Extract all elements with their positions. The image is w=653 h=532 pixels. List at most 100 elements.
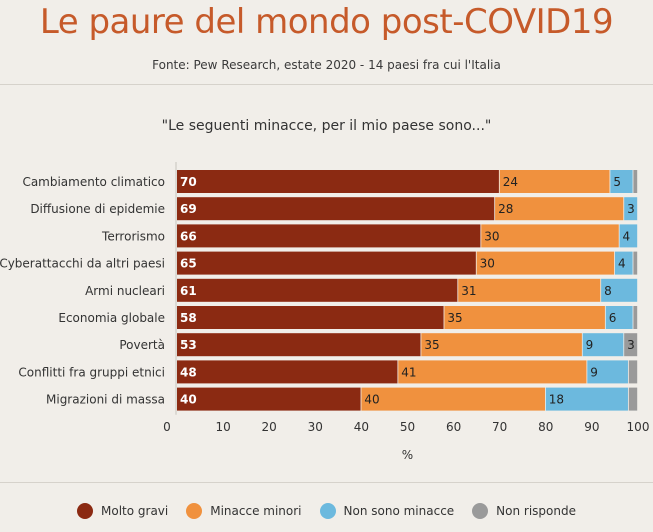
data-label: 9 (590, 365, 598, 379)
chart-title: Le paure del mondo post-COVID19 (39, 2, 614, 42)
data-label: 3 (627, 202, 635, 216)
bar-segment (587, 360, 628, 384)
bar-segment (361, 387, 545, 411)
data-label: 4 (623, 229, 631, 243)
bar-segment (624, 333, 638, 357)
legend-swatch-non-sono-minacce (319, 503, 336, 519)
bar-segment (177, 170, 499, 193)
x-tick-label: 30 (308, 420, 323, 434)
data-label: 40 (180, 393, 197, 407)
data-label: 35 (424, 338, 439, 352)
bar-segment (421, 333, 582, 357)
legend-item-non-sono-minacce: Non sono minacce (319, 503, 455, 519)
bar-segment (624, 197, 638, 221)
data-label: 35 (447, 311, 462, 325)
bar-segment (476, 251, 615, 275)
category-label: Conflitti fra gruppi etnici (18, 365, 165, 379)
stacked-bar-chart: Cambiamento climatico 70 24 5 Diffusione di … (0, 162, 650, 462)
category-label: Povertà (119, 338, 165, 352)
legend-item-molto-gravi: Molto gravi (77, 503, 168, 519)
data-label: 70 (180, 175, 197, 189)
data-label: 24 (503, 175, 518, 189)
x-tick-label: 50 (400, 420, 415, 434)
bar-segment (177, 224, 481, 248)
legend-label-non-risponde: Non risponde (496, 504, 576, 518)
x-tick-label: 40 (354, 420, 369, 434)
data-label: 40 (364, 393, 379, 407)
data-label: 30 (484, 229, 499, 243)
bar-segment (444, 306, 605, 329)
x-tick-label: 0 (163, 420, 171, 434)
bar-segment (582, 333, 624, 357)
data-label: 8 (604, 284, 612, 298)
bar-segment (619, 224, 638, 248)
legend-label-non-sono-minacce: Non sono minacce (343, 504, 455, 518)
bar-segment (495, 197, 624, 221)
category-label: Cambiamento climatico (22, 175, 165, 189)
legend-label-molto-gravi: Molto gravi (101, 504, 169, 518)
data-label: 9 (586, 338, 594, 352)
bar-segment (458, 278, 601, 302)
bar-segment (177, 251, 476, 275)
divider-bottom (0, 482, 653, 483)
x-tick-label: 80 (538, 420, 553, 434)
data-label: 58 (180, 311, 197, 325)
data-label: 48 (180, 365, 197, 379)
data-label: 18 (549, 393, 564, 407)
category-label: Terrorismo (101, 229, 165, 243)
bar-segment (177, 333, 421, 357)
data-label: 53 (180, 338, 197, 352)
bar-segment (177, 306, 444, 329)
data-label: 6 (609, 311, 617, 325)
data-label: 65 (180, 257, 197, 271)
bar-segment (177, 197, 495, 221)
bar-segment (398, 360, 587, 384)
category-label: Economia globale (58, 311, 165, 325)
x-tick-label: 60 (446, 420, 461, 434)
bar-segment (177, 387, 361, 411)
data-label: 41 (401, 365, 416, 379)
category-label: Armi nucleari (85, 284, 165, 298)
legend-item-non-risponde: Non risponde (472, 503, 576, 519)
x-tick-label: 20 (262, 420, 277, 434)
data-label: 3 (627, 338, 635, 352)
bar-segment (633, 170, 638, 193)
bar-segment (628, 360, 638, 384)
bar-segment (177, 360, 398, 384)
data-label: 66 (180, 229, 197, 243)
legend-label-minacce-minori: Minacce minori (210, 504, 302, 518)
bar-segment (177, 278, 458, 302)
chart-subtitle: "Le seguenti minacce, per il mio paese s… (161, 118, 492, 134)
legend-swatch-minacce-minori (186, 503, 203, 519)
chart-legend: Molto gravi Minacce minori Non sono mina… (0, 500, 653, 522)
legend-item-minacce-minori: Minacce minori (186, 503, 302, 519)
bar-segment (633, 251, 638, 275)
bar-segment (614, 251, 633, 275)
legend-swatch-non-risponde (472, 503, 489, 519)
category-label: Diffusione di epidemie (30, 202, 165, 216)
data-label: 61 (180, 284, 197, 298)
bar-segment (628, 387, 638, 411)
bar-segment (499, 170, 610, 193)
bar-segment (545, 387, 628, 411)
divider-top (0, 84, 653, 85)
x-tick-label: 90 (584, 420, 599, 434)
data-label: 30 (480, 257, 495, 271)
bar-segment (633, 306, 638, 329)
x-tick-label: 100 (627, 420, 650, 434)
bar-segment (610, 170, 633, 193)
data-label: 69 (180, 202, 197, 216)
bar-segment (481, 224, 619, 248)
bar-segment (601, 278, 638, 302)
data-label: 4 (618, 257, 626, 271)
data-label: 28 (498, 202, 513, 216)
data-label: 31 (461, 284, 476, 298)
legend-swatch-molto-gravi (77, 503, 93, 519)
chart-source: Fonte: Pew Research, estate 2020 - 14 pa… (152, 58, 501, 72)
category-label: Migrazioni di massa (46, 393, 165, 407)
x-tick-label: 10 (215, 420, 230, 434)
x-tick-label: 70 (492, 420, 507, 434)
bar-segment (605, 306, 633, 329)
x-axis-label: % (402, 448, 413, 462)
category-label: Cyberattacchi da altri paesi (0, 257, 165, 271)
